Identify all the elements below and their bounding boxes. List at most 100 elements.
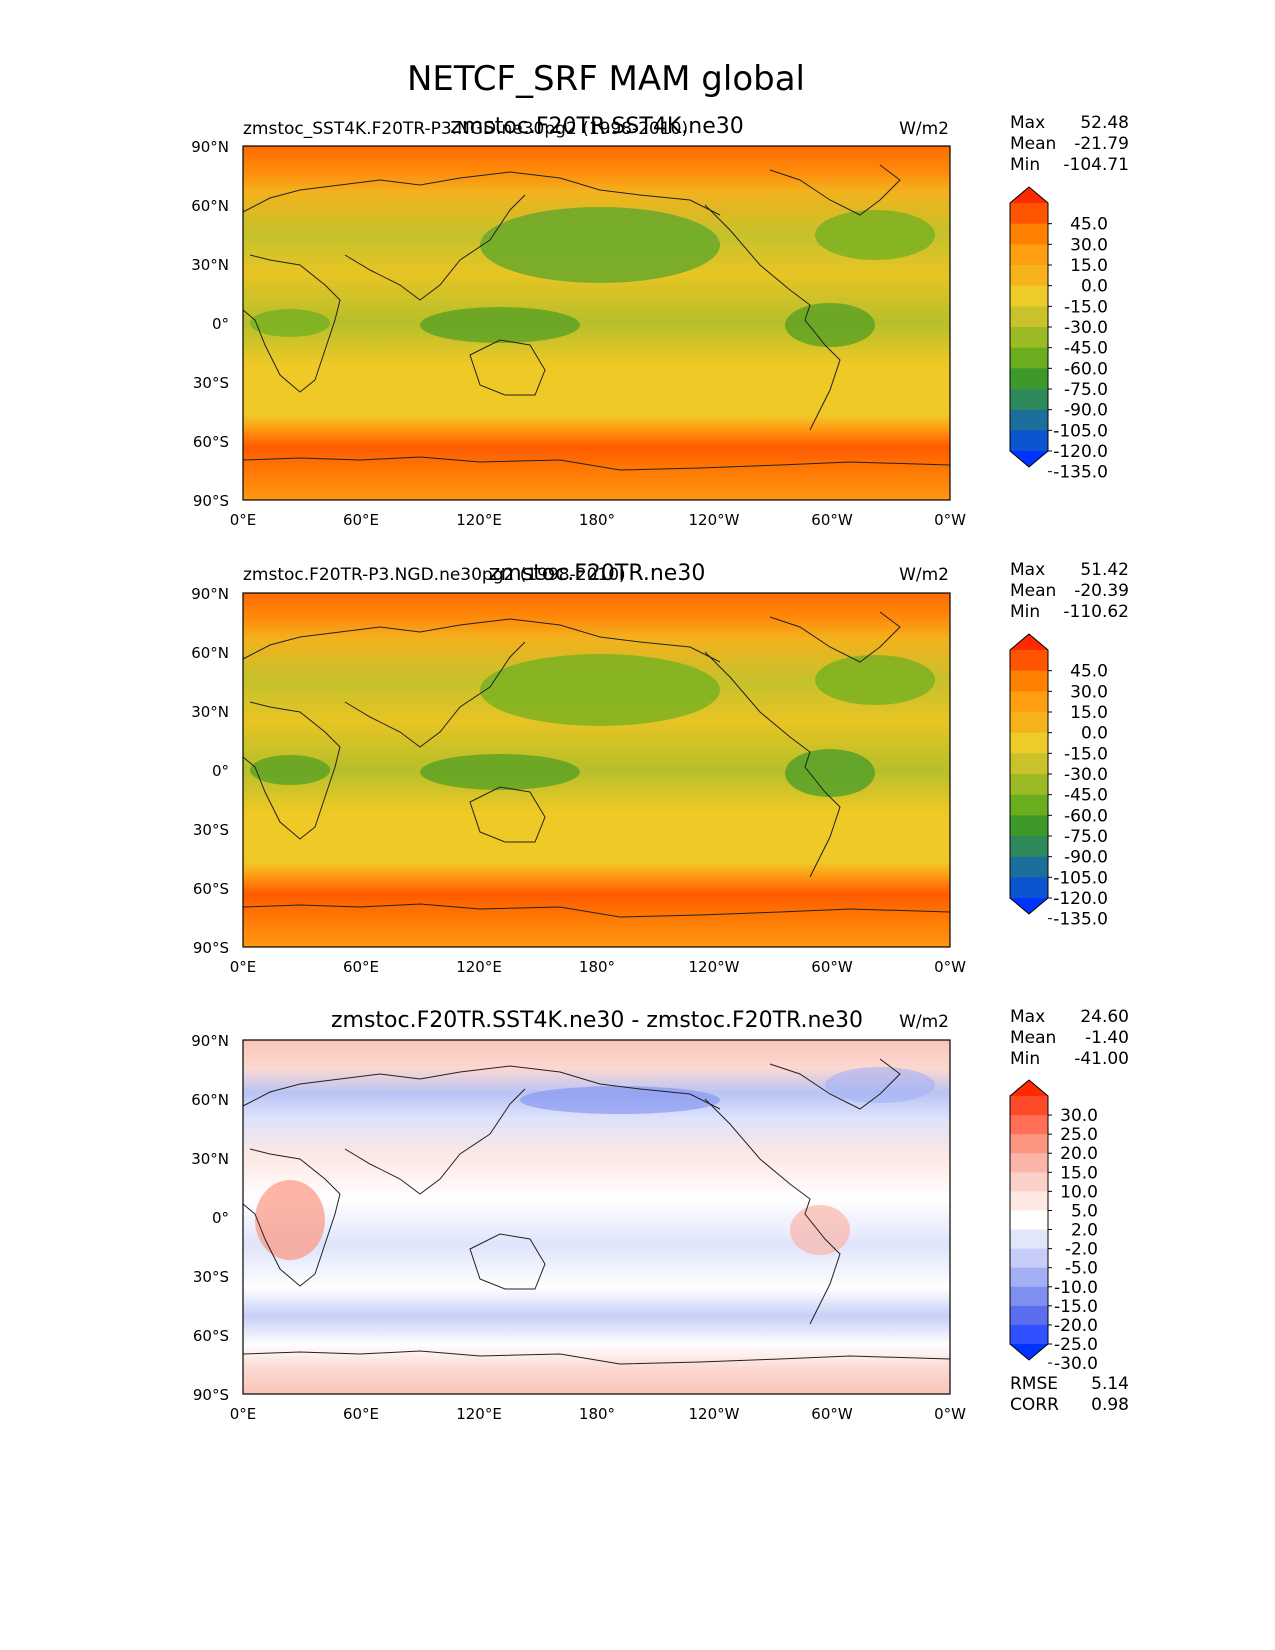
- stat-label: Mean: [1010, 581, 1056, 601]
- colorbar-label: 15.0: [1060, 1163, 1098, 1183]
- panel-2-title: zmstoc.F20TR.ne30: [489, 561, 706, 586]
- lon-tick: 0°W: [934, 511, 966, 529]
- lat-tick: 30°N: [191, 256, 229, 274]
- lon-tick: 0°E: [230, 958, 257, 976]
- colorbar-extend-bottom: [1010, 451, 1048, 467]
- colorbar-segment: [1010, 856, 1048, 878]
- stat-label: Max: [1010, 560, 1045, 580]
- stat-value: -41.00: [1074, 1049, 1129, 1069]
- panel-3-frame: [242, 1039, 951, 1395]
- colorbar-label: -15.0: [1064, 297, 1108, 317]
- panel-1-lat-ticks: 90°N 60°N 30°N 0° 30°S 60°S 90°S: [191, 138, 229, 510]
- colorbar-label: 10.0: [1060, 1182, 1098, 1202]
- colorbar-label: 45.0: [1070, 215, 1108, 235]
- colorbar-label: -60.0: [1064, 359, 1108, 379]
- panel-3-title: zmstoc.F20TR.SST4K.ne30 - zmstoc.F20TR.n…: [331, 1008, 863, 1033]
- stat-label: Mean: [1010, 1028, 1056, 1048]
- panel-2-lon-ticks: 0°E 60°E 120°E 180° 120°W 60°W 0°W: [230, 958, 966, 976]
- panel-3-feature-npac-neg: [520, 1086, 720, 1114]
- lat-tick: 30°N: [191, 1150, 229, 1168]
- lat-tick: 0°: [212, 315, 229, 333]
- panel-3-colorbar: 30.025.020.015.010.05.02.0-2.0-5.0-10.0-…: [1009, 1079, 1098, 1374]
- panel-2-left-label: zmstoc.F20TR-P3.NGD.ne30pg2 (1998-2010): [243, 565, 626, 585]
- colorbar-label: -15.0: [1064, 744, 1108, 764]
- lat-tick: 30°S: [193, 374, 229, 392]
- colorbar-label: -120.0: [1053, 889, 1108, 909]
- panel-1: zmstoc_SST4K.F20TR-P3.NGD.ne30pg2 (1998-…: [191, 113, 1129, 529]
- colorbar-label: -2.0: [1065, 1240, 1098, 1260]
- panel-2-feature-maritime: [420, 754, 580, 790]
- lat-tick: 90°S: [193, 1386, 229, 1404]
- colorbar-label: -135.0: [1053, 463, 1108, 483]
- lat-tick: 30°N: [191, 703, 229, 721]
- panel-2-feature-africa: [250, 755, 330, 785]
- panel-1-map: [242, 145, 951, 501]
- colorbar-label: -20.0: [1054, 1316, 1098, 1336]
- colorbar-label: -30.0: [1064, 765, 1108, 785]
- panel-2-feature-npac: [480, 654, 720, 726]
- panel-2-units: W/m2: [899, 565, 949, 585]
- lat-tick: 60°N: [191, 644, 229, 662]
- colorbar-segment: [1010, 815, 1048, 837]
- colorbar-label: -135.0: [1053, 910, 1108, 930]
- stat-label: Mean: [1010, 134, 1056, 154]
- corr-value: 0.98: [1091, 1395, 1129, 1415]
- colorbar-label: -30.0: [1064, 318, 1108, 338]
- lat-tick: 60°S: [193, 433, 229, 451]
- colorbar-label: 30.0: [1070, 682, 1108, 702]
- lon-tick: 60°W: [811, 1405, 853, 1423]
- colorbar-extend-bottom: [1010, 898, 1048, 914]
- panel-3-units: W/m2: [899, 1012, 949, 1032]
- lat-tick: 90°N: [191, 1032, 229, 1050]
- panel-3-coastlines: [242, 1058, 951, 1365]
- colorbar-segment: [1010, 430, 1048, 452]
- panel-3-map: [242, 1039, 951, 1395]
- panel-1-lon-ticks: 0°E 60°E 120°E 180° 120°W 60°W 0°W: [230, 511, 966, 529]
- colorbar-label: 0.0: [1081, 724, 1108, 744]
- panel-2-stats: Max 51.42 Mean -20.39 Min -110.62: [1010, 560, 1129, 622]
- lon-tick: 60°E: [343, 958, 379, 976]
- colorbar-segment: [1010, 244, 1048, 266]
- colorbar-label: -75.0: [1064, 827, 1108, 847]
- lon-tick: 60°W: [811, 511, 853, 529]
- stat-value: 52.48: [1080, 113, 1129, 133]
- lon-tick: 120°W: [689, 511, 740, 529]
- panel-2-frame: [242, 592, 951, 948]
- colorbar-label: -10.0: [1054, 1278, 1098, 1298]
- colorbar-segment: [1010, 306, 1048, 328]
- rmse-label: RMSE: [1010, 1374, 1058, 1394]
- lat-tick: 30°S: [193, 821, 229, 839]
- panel-3-lat-ticks: 90°N 60°N 30°N 0° 30°S 60°S 90°S: [191, 1032, 229, 1404]
- lat-tick: 0°: [212, 1209, 229, 1227]
- panel-3: zmstoc.F20TR.SST4K.ne30 - zmstoc.F20TR.n…: [191, 1007, 1129, 1423]
- panel-3-feature-natl-neg: [825, 1067, 935, 1103]
- lon-tick: 60°E: [343, 511, 379, 529]
- colorbar-segment: [1010, 732, 1048, 754]
- panel-2-lat-ticks: 90°N 60°N 30°N 0° 30°S 60°S 90°S: [191, 585, 229, 957]
- colorbar-label: -90.0: [1064, 401, 1108, 421]
- colorbar-segment: [1010, 1267, 1048, 1288]
- rmse-value: 5.14: [1091, 1374, 1129, 1394]
- colorbar-segment: [1010, 670, 1048, 692]
- colorbar-segment: [1010, 1153, 1048, 1173]
- lat-tick: 60°S: [193, 880, 229, 898]
- colorbar-label: 5.0: [1071, 1201, 1098, 1221]
- colorbar-label: -15.0: [1054, 1297, 1098, 1317]
- colorbar-label: -75.0: [1064, 380, 1108, 400]
- colorbar-segment: [1010, 368, 1048, 390]
- panel-1-feature-maritime: [420, 307, 580, 343]
- stat-value: 51.42: [1080, 560, 1129, 580]
- colorbar-segment: [1010, 265, 1048, 287]
- lon-tick: 120°W: [689, 1405, 740, 1423]
- panel-3-feature-amazon: [790, 1205, 850, 1255]
- lat-tick: 90°S: [193, 939, 229, 957]
- stat-value: -110.62: [1063, 602, 1129, 622]
- panel-1-left-label: zmstoc_SST4K.F20TR-P3.NGD.ne30pg2 (1998-…: [243, 119, 688, 139]
- lat-tick: 60°N: [191, 1091, 229, 1109]
- panel-2-coastlines: [242, 611, 951, 918]
- colorbar-label: 25.0: [1060, 1125, 1098, 1145]
- lon-tick: 60°W: [811, 958, 853, 976]
- stat-label: Max: [1010, 113, 1045, 133]
- colorbar-label: -45.0: [1064, 786, 1108, 806]
